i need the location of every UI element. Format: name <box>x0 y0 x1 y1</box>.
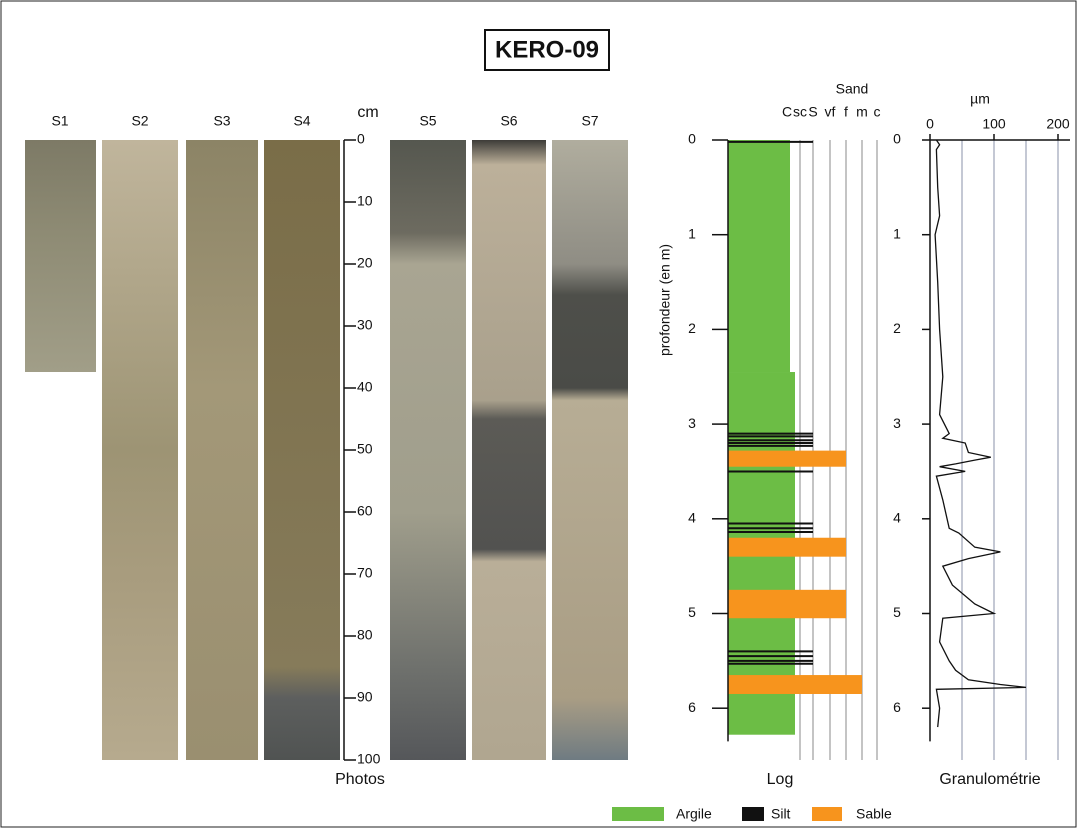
section-label: S2 <box>131 113 148 129</box>
section-label: S4 <box>293 113 310 129</box>
photo <box>102 140 178 760</box>
ruler-label: 60 <box>357 503 373 519</box>
sand-layer <box>728 675 862 694</box>
section-label: S7 <box>581 113 598 129</box>
photo <box>186 140 258 760</box>
ruler-label: 50 <box>357 441 373 457</box>
legend-swatch <box>612 807 664 821</box>
grain-class: c <box>874 104 881 120</box>
section-label: S1 <box>51 113 68 129</box>
x-tick-label: 100 <box>982 116 1006 132</box>
ruler-label: 20 <box>357 255 373 271</box>
legend-label: Silt <box>771 806 791 822</box>
title: KERO-09 <box>495 36 599 63</box>
photos <box>25 140 628 760</box>
depth-label: 2 <box>893 320 901 336</box>
panel-label: Granulométrie <box>939 771 1040 788</box>
ruler-label: 80 <box>357 627 373 643</box>
x-tick-label: 200 <box>1046 116 1070 132</box>
ruler-label: 70 <box>357 565 373 581</box>
section-label: S3 <box>213 113 230 129</box>
depth-label: 2 <box>688 320 696 336</box>
depth-label: 0 <box>688 131 696 147</box>
photo <box>472 140 546 760</box>
legend-label: Sable <box>856 806 892 822</box>
panel-label: Log <box>767 771 794 788</box>
sand-layer <box>728 589 846 619</box>
clay-layer <box>728 140 790 373</box>
depth-label: 6 <box>893 699 901 715</box>
grain-header: Sand <box>836 81 869 97</box>
section-label: S6 <box>500 113 517 129</box>
ruler-label: 0 <box>357 131 365 147</box>
scale-title: cm <box>357 104 378 121</box>
x-tick-label: 0 <box>926 116 934 132</box>
panel-label: Photos <box>335 771 385 788</box>
legend-label: Argile <box>676 806 712 822</box>
sand-layer <box>728 537 846 557</box>
depth-label: 0 <box>893 131 901 147</box>
axis-title: profondeur (en m) <box>657 244 673 356</box>
ruler-label: 100 <box>357 751 381 767</box>
photo <box>264 140 340 760</box>
ruler-label: 40 <box>357 379 373 395</box>
ruler-label: 10 <box>357 193 373 209</box>
depth-label: 5 <box>893 604 901 620</box>
depth-label: 1 <box>688 225 696 241</box>
depth-label: 3 <box>893 415 901 431</box>
photo <box>552 140 628 760</box>
section-label: S5 <box>419 113 436 129</box>
grain-class: vf <box>825 104 836 120</box>
grain-class: f <box>844 104 848 120</box>
legend-swatch <box>812 807 842 821</box>
depth-label: 4 <box>893 510 901 526</box>
grain-class: S <box>808 104 817 120</box>
grain-size-curve <box>934 139 1027 728</box>
sand-layer <box>728 450 846 467</box>
depth-label: 5 <box>688 604 696 620</box>
grain-class: sc <box>793 104 807 120</box>
depth-label: 3 <box>688 415 696 431</box>
title-box <box>484 29 610 71</box>
ruler-label: 30 <box>357 317 373 333</box>
grain-class: C <box>782 104 792 120</box>
photo <box>25 140 96 372</box>
depth-label: 6 <box>688 699 696 715</box>
photo <box>390 140 466 760</box>
grain-class: m <box>856 104 868 120</box>
legend-swatch <box>742 807 764 821</box>
depth-label: 4 <box>688 510 696 526</box>
unit: µm <box>970 91 990 107</box>
depth-label: 1 <box>893 225 901 241</box>
ruler-label: 90 <box>357 689 373 705</box>
